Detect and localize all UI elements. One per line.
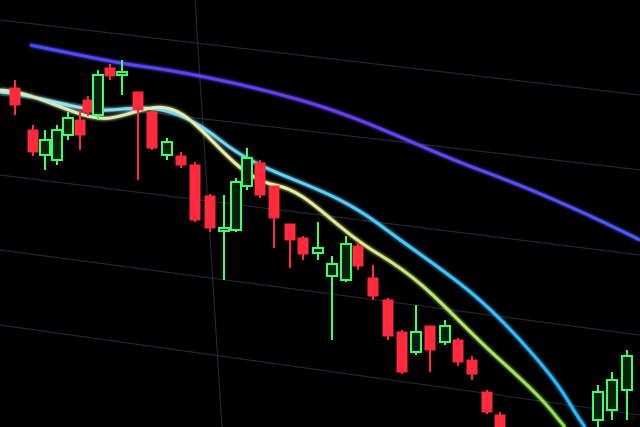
candle-body	[452, 339, 464, 363]
candle-body	[132, 91, 144, 111]
candle-body	[367, 277, 379, 297]
candle-body	[284, 223, 296, 241]
candle-body	[396, 331, 408, 373]
candle-body	[481, 391, 493, 413]
candle-body	[606, 379, 618, 411]
candle-body	[230, 181, 242, 231]
candle-body	[494, 414, 506, 427]
long-average	[29, 43, 640, 242]
candle-body	[189, 164, 201, 221]
candle-body	[312, 247, 324, 254]
candle-body	[146, 111, 158, 149]
candle-body	[74, 119, 86, 136]
candle-body	[175, 155, 187, 166]
candle-body	[39, 139, 51, 156]
candlesticks	[9, 60, 633, 427]
candle-body	[340, 243, 352, 281]
candle-body	[92, 74, 104, 116]
candle-body	[424, 325, 436, 351]
candle-body	[51, 129, 63, 161]
candle-body	[254, 162, 266, 196]
candle-body	[116, 71, 128, 76]
candle-body	[104, 67, 116, 77]
candle-body	[326, 263, 338, 277]
candle-body	[621, 355, 633, 391]
candle-body	[241, 157, 253, 187]
candle-body	[382, 299, 394, 337]
candle-body	[352, 245, 364, 267]
mid-average	[0, 90, 587, 427]
candle-body	[161, 141, 173, 156]
candle-body	[592, 391, 604, 421]
candle-body	[410, 331, 422, 353]
candle-body	[62, 117, 74, 136]
candle-body	[27, 129, 39, 153]
candle-body	[9, 87, 21, 106]
candle-body	[82, 99, 94, 113]
candle-body	[466, 359, 478, 375]
candle-body	[297, 237, 309, 255]
candle-body	[268, 185, 280, 219]
candle-body	[204, 195, 216, 229]
candle-body	[218, 227, 230, 232]
candle-body	[439, 325, 451, 343]
